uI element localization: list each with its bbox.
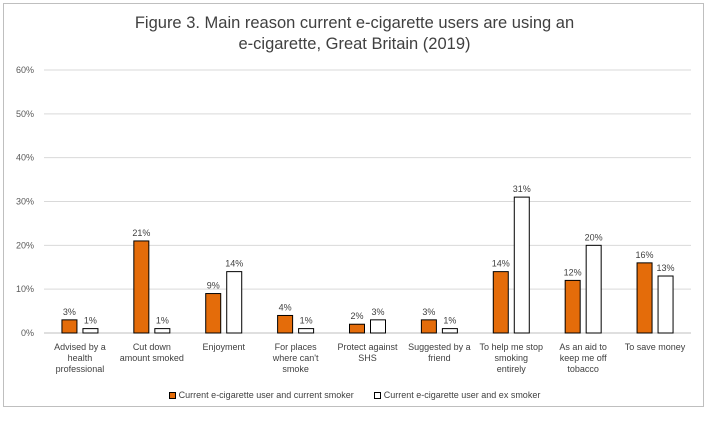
bar-current-smoker: [277, 314, 294, 334]
legend-swatch-ex-smoker: [373, 391, 381, 399]
y-tick-label: 10%: [16, 284, 34, 294]
data-label: 3%: [63, 307, 76, 317]
data-label: 9%: [207, 281, 220, 291]
x-tick-label: For places where can't smoke: [272, 342, 319, 374]
data-label: 12%: [564, 267, 582, 277]
data-label: 21%: [132, 228, 150, 238]
bar-ex-smoker: [154, 328, 171, 334]
data-label: 4%: [279, 302, 292, 312]
bar-ex-smoker: [441, 328, 458, 334]
x-tick-label: Suggested by a friend: [408, 342, 471, 363]
chart-legend: Current e-cigarette user and current smo…: [0, 390, 709, 400]
y-tick-label: 0%: [21, 328, 34, 338]
data-label: 20%: [585, 232, 603, 242]
x-tick-label: As an aid to keep me off tobacco: [559, 342, 607, 374]
bar-current-smoker: [636, 262, 653, 334]
bar-ex-smoker: [226, 271, 243, 334]
chart-title: Figure 3. Main reason current e-cigarett…: [134, 14, 575, 53]
data-label: 1%: [443, 316, 456, 326]
x-tick-label: Cut down amount smoked: [120, 342, 184, 363]
data-label: 3%: [371, 307, 384, 317]
y-tick-label: 60%: [16, 65, 34, 75]
y-tick-label: 30%: [16, 197, 34, 207]
bar-ex-smoker: [298, 328, 315, 334]
bar-current-smoker: [420, 319, 437, 334]
y-tick-label: 50%: [16, 109, 34, 119]
bar-ex-smoker: [370, 319, 386, 334]
cropped-body-text: [0, 411, 709, 421]
legend-item-ex-smoker: Current e-cigarette user and ex smoker: [373, 390, 541, 400]
legend-item-current-smoker: Current e-cigarette user and current smo…: [168, 390, 354, 400]
x-tick-label: Protect against SHS: [337, 342, 398, 363]
bar-ex-smoker: [82, 328, 99, 334]
legend-label-current-smoker: Current e-cigarette user and current smo…: [178, 390, 354, 400]
data-label: 1%: [156, 316, 169, 326]
x-tick-label: Enjoyment: [202, 342, 245, 352]
legend-swatch-current-smoker: [168, 391, 176, 399]
bar-current-smoker: [133, 240, 150, 334]
x-tick-label: To save money: [625, 342, 686, 352]
x-tick-label: Advised by a health professional: [54, 342, 106, 374]
legend-label-ex-smoker: Current e-cigarette user and ex smoker: [383, 390, 541, 400]
data-label: 13%: [657, 263, 675, 273]
bar-ex-smoker: [513, 196, 530, 334]
x-tick-label: To help me stop smoking entirely: [480, 342, 544, 374]
data-label: 2%: [350, 311, 363, 321]
data-label: 1%: [84, 316, 97, 326]
data-label: 3%: [422, 307, 435, 317]
data-label: 31%: [513, 184, 531, 194]
bar-current-smoker: [205, 293, 222, 334]
bar-current-smoker: [564, 279, 581, 334]
bar-ex-smoker: [657, 275, 674, 334]
y-tick-label: 40%: [16, 153, 34, 163]
bar-ex-smoker: [585, 244, 602, 334]
data-label: 16%: [636, 250, 654, 260]
bar-current-smoker: [61, 319, 78, 334]
data-label: 14%: [225, 259, 243, 269]
bar-chart: 0% 10% 20% 30% 40% 50% 60% 3% 1% Advised by a heal…: [16, 65, 691, 374]
bar-current-smoker: [349, 323, 365, 334]
data-label: 1%: [300, 316, 313, 326]
data-label: 14%: [492, 259, 510, 269]
y-tick-label: 20%: [16, 240, 34, 250]
bar-current-smoker: [492, 271, 509, 334]
